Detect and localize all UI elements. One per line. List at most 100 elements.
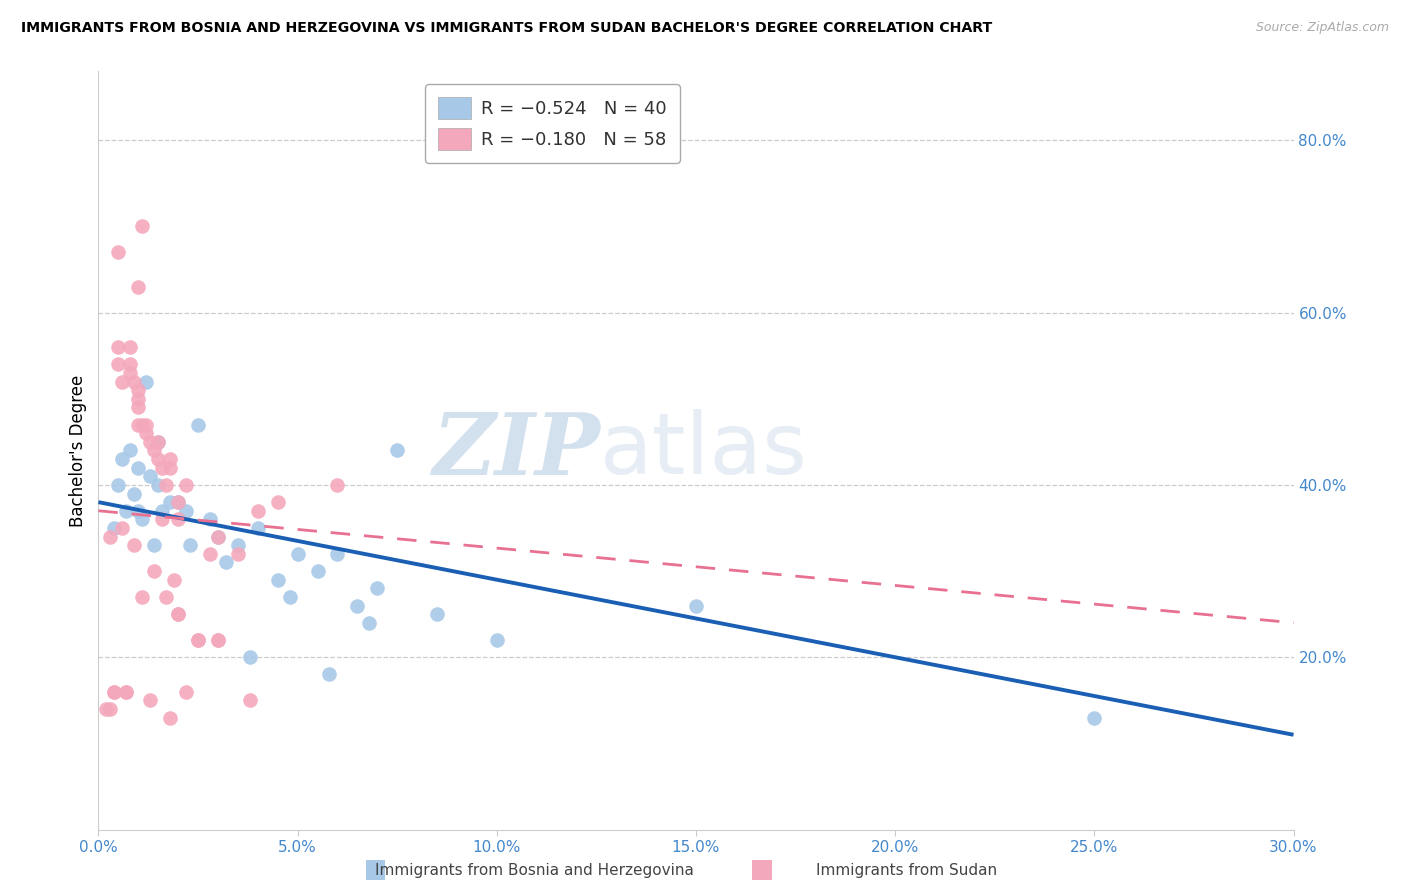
Point xyxy=(278,590,301,604)
Point xyxy=(426,607,449,622)
Point xyxy=(127,460,149,475)
Point xyxy=(111,452,134,467)
Point xyxy=(1083,710,1105,724)
Point xyxy=(148,452,170,467)
Point xyxy=(167,495,190,509)
Point xyxy=(155,590,177,604)
Text: Immigrants from Sudan: Immigrants from Sudan xyxy=(817,863,997,878)
Point xyxy=(143,538,166,552)
Point xyxy=(207,633,229,648)
Point xyxy=(239,693,262,707)
Point xyxy=(103,521,125,535)
Point xyxy=(103,684,125,698)
Point xyxy=(131,512,153,526)
Point xyxy=(167,607,190,622)
Point xyxy=(174,478,197,492)
Point xyxy=(115,684,138,698)
Point xyxy=(127,417,149,432)
Point xyxy=(246,504,269,518)
Point xyxy=(226,538,249,552)
Point xyxy=(366,582,388,596)
Point xyxy=(131,219,153,234)
Point xyxy=(179,538,201,552)
Point xyxy=(685,599,707,613)
Point xyxy=(174,504,197,518)
Point xyxy=(139,469,162,483)
Point xyxy=(207,633,229,648)
Point xyxy=(107,478,129,492)
Point xyxy=(135,426,157,441)
Point xyxy=(98,702,122,716)
Point xyxy=(167,607,190,622)
Point xyxy=(267,573,290,587)
Point xyxy=(167,495,190,509)
Point xyxy=(174,684,197,698)
Point xyxy=(120,366,142,380)
Legend: R = −0.524   N = 40, R = −0.180   N = 58: R = −0.524 N = 40, R = −0.180 N = 58 xyxy=(426,84,679,162)
Point xyxy=(131,417,153,432)
Point xyxy=(326,547,349,561)
Point xyxy=(187,417,209,432)
Point xyxy=(385,443,409,458)
Point xyxy=(163,573,186,587)
Point xyxy=(207,530,229,544)
Point xyxy=(120,443,142,458)
Point xyxy=(127,392,149,406)
Point xyxy=(115,684,138,698)
Text: atlas: atlas xyxy=(600,409,808,492)
Point xyxy=(124,486,146,500)
Point xyxy=(107,357,129,371)
Point xyxy=(124,538,146,552)
Point xyxy=(215,556,238,570)
Point xyxy=(127,401,149,415)
Text: ZIP: ZIP xyxy=(433,409,600,492)
Point xyxy=(111,375,134,389)
Point xyxy=(139,434,162,449)
Point xyxy=(318,667,340,681)
Point xyxy=(207,530,229,544)
Point xyxy=(143,564,166,578)
Point xyxy=(120,340,142,354)
Y-axis label: Bachelor's Degree: Bachelor's Degree xyxy=(69,375,87,526)
Point xyxy=(159,460,181,475)
Point xyxy=(167,512,190,526)
Point xyxy=(115,504,138,518)
Point xyxy=(103,684,125,698)
Point xyxy=(131,590,153,604)
Text: Immigrants from Bosnia and Herzegovina: Immigrants from Bosnia and Herzegovina xyxy=(375,863,693,878)
Point xyxy=(150,512,173,526)
Point xyxy=(187,633,209,648)
Point xyxy=(107,340,129,354)
Point xyxy=(150,504,173,518)
Point xyxy=(124,375,146,389)
Point xyxy=(198,512,221,526)
Point xyxy=(155,478,177,492)
Point xyxy=(187,633,209,648)
Point xyxy=(246,521,269,535)
Point xyxy=(346,599,368,613)
Point xyxy=(120,357,142,371)
Text: Source: ZipAtlas.com: Source: ZipAtlas.com xyxy=(1256,21,1389,35)
Point xyxy=(96,702,118,716)
Point xyxy=(159,710,181,724)
Point xyxy=(135,417,157,432)
Point xyxy=(127,383,149,397)
Point xyxy=(111,521,134,535)
Point xyxy=(107,245,129,260)
Point xyxy=(159,452,181,467)
Point xyxy=(326,478,349,492)
Point xyxy=(139,693,162,707)
Point xyxy=(135,375,157,389)
Point xyxy=(198,547,221,561)
Point xyxy=(485,633,508,648)
Point xyxy=(226,547,249,561)
Point xyxy=(148,478,170,492)
Point xyxy=(287,547,309,561)
Point xyxy=(148,434,170,449)
Point xyxy=(127,279,149,293)
Point xyxy=(148,434,170,449)
Point xyxy=(127,504,149,518)
Point xyxy=(150,460,173,475)
Text: IMMIGRANTS FROM BOSNIA AND HERZEGOVINA VS IMMIGRANTS FROM SUDAN BACHELOR'S DEGRE: IMMIGRANTS FROM BOSNIA AND HERZEGOVINA V… xyxy=(21,21,993,36)
Point xyxy=(159,495,181,509)
